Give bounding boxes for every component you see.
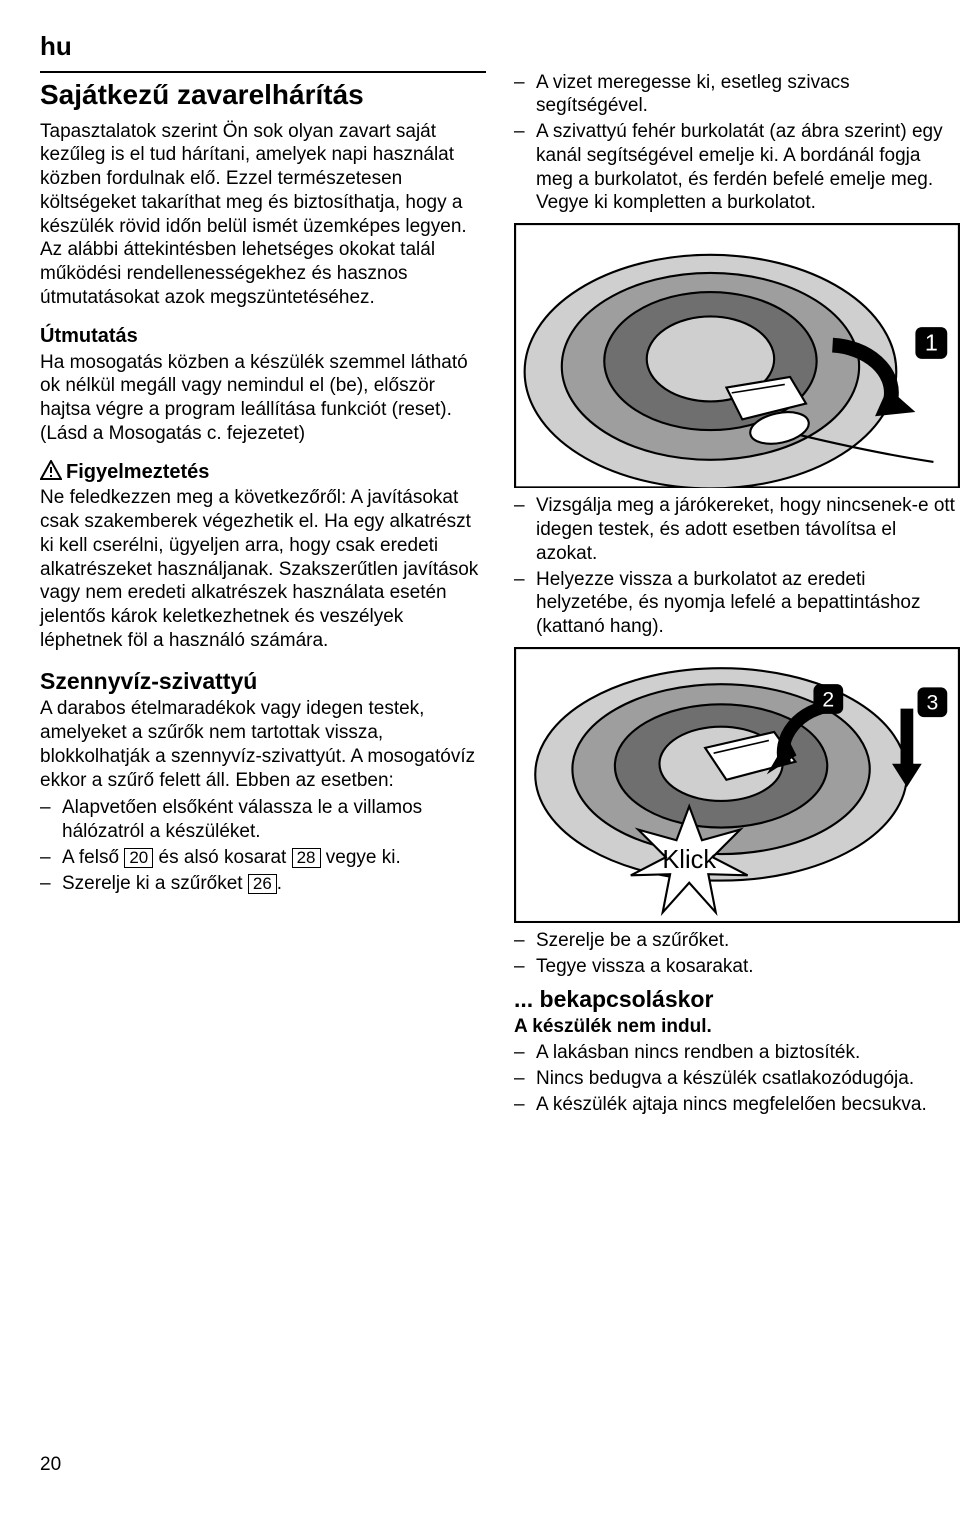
right-top-steps: A vizet meregesse ki, esetleg szivacs se… — [514, 71, 960, 216]
pump-body: A darabos ételmaradékok vagy idegen test… — [40, 697, 486, 792]
text-fragment: vegye ki. — [321, 847, 401, 868]
pump-heading: Szennyvíz-szivattyú — [40, 667, 486, 696]
hint-heading: Útmutatás — [40, 324, 486, 349]
ref-box: 20 — [124, 848, 153, 869]
pump-steps-list: Alapvetően elsőként válassza le a villam… — [40, 796, 486, 895]
svg-text:2: 2 — [822, 688, 834, 711]
warning-heading: Figyelmeztetés — [66, 461, 209, 483]
page-number: 20 — [40, 1453, 61, 1477]
svg-text:3: 3 — [926, 692, 938, 715]
list-item: Alapvetően elsőként válassza le a villam… — [40, 796, 486, 844]
left-column: Sajátkezű zavarelhárítás Tapasztalatok s… — [40, 71, 486, 1119]
list-item: A vizet meregesse ki, esetleg szivacs se… — [514, 71, 960, 119]
text-fragment: és alsó kosarat — [153, 847, 291, 868]
two-column-layout: Sajátkezű zavarelhárítás Tapasztalatok s… — [40, 71, 960, 1119]
warning-block: Figyelmeztetés Ne feledkezzen meg a köve… — [40, 460, 486, 653]
ref-box: 26 — [248, 874, 277, 895]
list-item: A készülék ajtaja nincs megfelelően becs… — [514, 1093, 960, 1117]
figure-2-pump-click: 2 3 Klick — [514, 647, 960, 923]
list-item: A felső 20 és alsó kosarat 28 vegye ki. — [40, 846, 486, 870]
hint-body: Ha mosogatás közben a készülék szemmel l… — [40, 351, 486, 446]
list-item: Vizsgálja meg a járókereket, hogy nincse… — [514, 494, 960, 565]
svg-text:Klick: Klick — [662, 846, 716, 874]
list-item: Szerelje be a szűrőket. — [514, 929, 960, 953]
ref-box: 28 — [292, 848, 321, 869]
hint-block: Útmutatás Ha mosogatás közben a készülék… — [40, 324, 486, 446]
list-item: A szivattyú fehér burkolatát (az ábra sz… — [514, 120, 960, 215]
figure-1-pump-removal: 1 — [514, 223, 960, 488]
list-item: A lakásban nincs rendben a biztosíték. — [514, 1041, 960, 1065]
section-title: Sajátkezű zavarelhárítás — [40, 71, 486, 112]
list-item: Tegye vissza a kosarakat. — [514, 955, 960, 979]
startup-heading: ... bekapcsoláskor — [514, 985, 960, 1014]
warning-icon — [40, 460, 62, 487]
text-fragment: A felső — [62, 847, 124, 868]
list-item: Nincs bedugva a készülék csatlakozódugój… — [514, 1067, 960, 1091]
list-item: Szerelje ki a szűrőket 26. — [40, 872, 486, 896]
warning-paragraph: Figyelmeztetés Ne feledkezzen meg a köve… — [40, 460, 486, 653]
text-fragment: Szerelje ki a szűrőket — [62, 873, 248, 894]
right-mid-steps: Vizsgálja meg a járókereket, hogy nincse… — [514, 494, 960, 639]
right-column: A vizet meregesse ki, esetleg szivacs se… — [514, 71, 960, 1119]
list-item: Helyezze vissza a burkolatot az eredeti … — [514, 568, 960, 639]
startup-cause-list: A lakásban nincs rendben a biztosíték. N… — [514, 1041, 960, 1116]
right-after-steps: Szerelje be a szűrőket. Tegye vissza a k… — [514, 929, 960, 979]
warning-body: Ne feledkezzen meg a következőről: A jav… — [40, 487, 478, 651]
intro-paragraph: Tapasztalatok szerint Ön sok olyan zavar… — [40, 120, 486, 310]
startup-subheading: A készülék nem indul. — [514, 1015, 960, 1039]
svg-text:1: 1 — [925, 329, 938, 355]
language-label: hu — [40, 30, 960, 63]
text-fragment: . — [277, 873, 282, 894]
